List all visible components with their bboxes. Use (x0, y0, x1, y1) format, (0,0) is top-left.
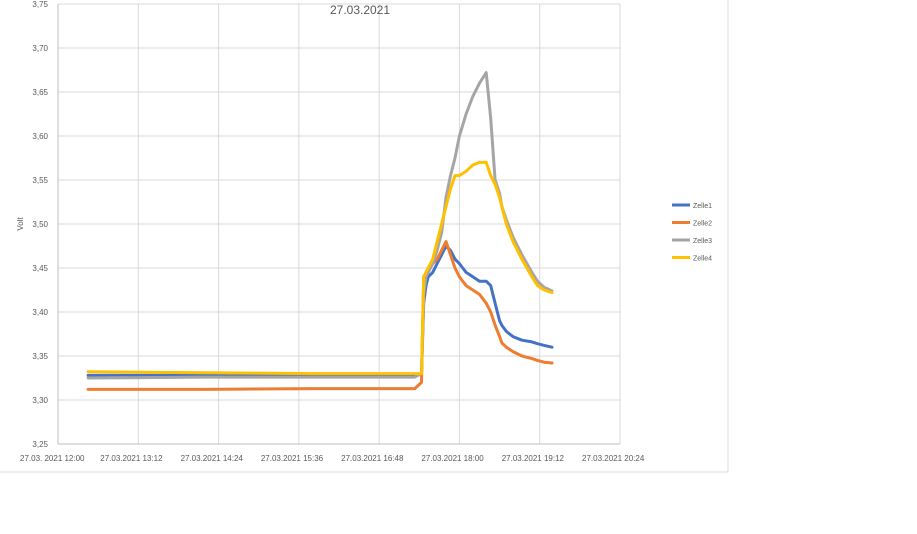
series-lines (86, 71, 554, 391)
x-tick-label: 27.03.2021 15:36 (261, 454, 324, 463)
y-axis-label: Volt (16, 217, 25, 231)
legend: Zelle1 Zelle2 Zelle3 Zelle4 (672, 203, 712, 263)
x-tick-label: 27.03.2021 13:12 (100, 454, 163, 463)
x-tick-label: 27.03.2021 18:00 (421, 454, 484, 463)
series-line-zelle1 (86, 244, 554, 378)
x-tick-label: 27.03. 2021 12:00 (20, 454, 85, 463)
series-line-zelle4 (86, 160, 554, 376)
legend-label: Zelle4 (693, 256, 712, 263)
y-tick-label: 3,45 (32, 264, 48, 273)
x-axis-ticks: 27.03. 2021 12:00 27.03.2021 13:12 27.03.2… (20, 454, 645, 463)
y-axis-ticks: 3,25 3,30 3,35 3,40 3,45 3,50 3,55 3,60 3,65 3,70… (32, 0, 48, 449)
series-line-zelle3 (86, 71, 554, 380)
series-line-zelle2 (86, 240, 554, 391)
y-tick-label: 3,40 (32, 308, 48, 317)
y-tick-label: 3,70 (32, 44, 48, 53)
y-tick-label: 3,25 (32, 440, 48, 449)
y-tick-label: 3,30 (32, 396, 48, 405)
legend-label: Zelle1 (693, 203, 712, 210)
y-tick-label: 3,65 (32, 88, 48, 97)
legend-label: Zelle2 (693, 221, 712, 228)
y-tick-label: 3,50 (32, 220, 48, 229)
x-tick-label: 27.03.2021 19:12 (502, 454, 565, 463)
x-tick-label: 27.03.2021 16:48 (341, 454, 404, 463)
x-tick-label: 27.03.2021 14:24 (181, 454, 244, 463)
y-tick-label: 3,35 (32, 352, 48, 361)
chart-title: 27.03.2021 (330, 3, 390, 17)
legend-label: Zelle3 (693, 238, 712, 245)
x-tick-label: 27.03.2021 20:24 (582, 454, 645, 463)
y-tick-label: 3,75 (32, 0, 48, 9)
y-tick-label: 3,55 (32, 176, 48, 185)
y-tick-label: 3,60 (32, 132, 48, 141)
